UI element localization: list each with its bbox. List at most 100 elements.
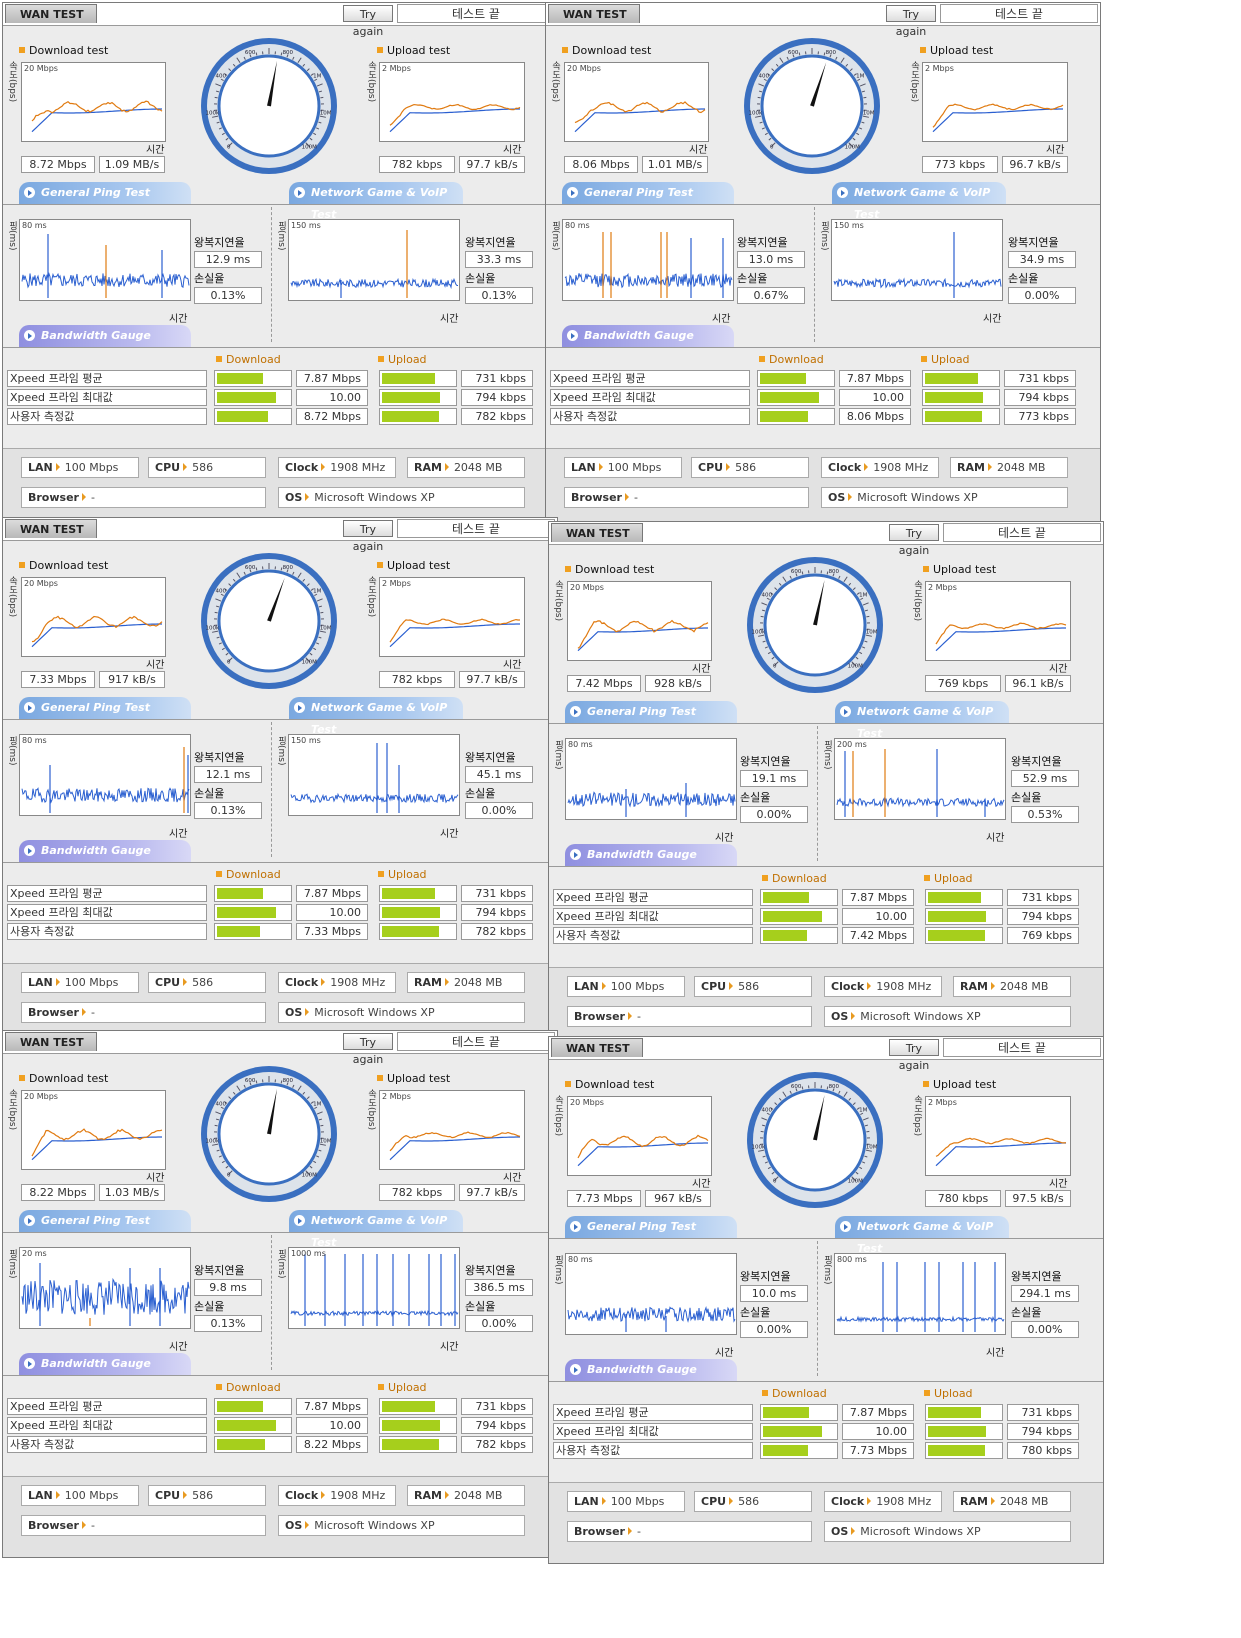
upload-graph-lines [935, 1137, 1067, 1167]
download-mbs-value: 928 kB/s [645, 675, 711, 692]
general-ping-test-tab[interactable]: General Ping Test [565, 1216, 737, 1238]
bw-download-header: Download [759, 353, 824, 366]
gauge-label: 0 [773, 1178, 777, 1184]
gauge-tick [761, 602, 768, 606]
bandwidth-gauge-tab[interactable]: Bandwidth Gauge [19, 840, 191, 862]
bw-bar-fill [217, 888, 263, 899]
cpu-value: 586 [192, 976, 214, 989]
speed-line-avg [577, 627, 708, 652]
gauge-tick [767, 1166, 771, 1170]
gauge-tick [243, 1084, 246, 1088]
gauge-tick [823, 52, 826, 56]
gauge-tick [232, 1091, 236, 1095]
speed-line-current [31, 615, 163, 643]
general-ping-test-tab[interactable]: General Ping Test [565, 701, 737, 723]
panel-titlebar: WAN TEST Try again 테스트 끝 [549, 1037, 1103, 1072]
ping2-rtt-value: 45.1 ms [465, 766, 533, 783]
gauge-tick [853, 73, 857, 76]
upload-kbps-value: 782 kbps [379, 671, 455, 688]
gauge-tick [228, 68, 232, 72]
try-again-button[interactable]: Try again [343, 5, 393, 38]
upload-graph-lines [389, 1131, 521, 1161]
ping-axis-label: 핑(ms) [553, 1255, 563, 1285]
bw-max-ul-value: 794 kbps [461, 904, 533, 921]
bw-max-dl-value: 10.00 Mbps [296, 389, 368, 419]
try-again-button[interactable]: Try again [886, 5, 936, 38]
wan-test-tab[interactable]: WAN TEST [548, 4, 640, 23]
gauge-tick [786, 56, 789, 60]
general-ping-graph: 80 ms [19, 219, 191, 301]
gauge-tick [855, 1171, 859, 1175]
upload-time-label: 시간 [1049, 1179, 1068, 1190]
general-ping-graph-lines [21, 1263, 190, 1326]
bandwidth-gauge-label: Bandwidth Gauge [41, 844, 151, 857]
general-ping-test-tab[interactable]: General Ping Test [19, 1210, 191, 1232]
game-voip-test-tab[interactable]: Network Game & VoIP Test [832, 182, 1006, 221]
general-ping-test-tab[interactable]: General Ping Test [19, 182, 191, 204]
game-voip-ping-graph-lines [290, 230, 458, 298]
arrow-icon [567, 330, 578, 341]
gauge-tick [770, 142, 776, 148]
gauge-tick [297, 57, 302, 64]
gauge-tick [801, 1086, 804, 1090]
gauge-tick [232, 578, 236, 582]
system-info-area: LAN 100 Mbps CPU 586 Clock 1908 MHz RAM 2048… [3, 1476, 557, 1557]
bw-bar-fill [217, 411, 268, 422]
gauge-tick [862, 115, 869, 118]
gauge-tick [316, 83, 323, 87]
gauge-needle [810, 62, 827, 107]
wan-test-tab[interactable]: WAN TEST [551, 1038, 643, 1057]
os-value: Microsoft Windows XP [314, 1519, 435, 1532]
try-again-button[interactable]: Try again [343, 1033, 393, 1066]
game-voip-test-tab[interactable]: Network Game & VoIP Test [835, 1216, 1009, 1255]
bw-bar-fill [763, 1407, 809, 1418]
ping1-loss-label: 손실율 [740, 1306, 771, 1319]
bw-bar-fill [763, 930, 807, 941]
download-graph: 20 Mbps [21, 62, 166, 142]
test-status: 테스트 끝 [943, 1038, 1101, 1057]
game-voip-test-tab[interactable]: Network Game & VoIP Test [835, 701, 1009, 740]
ram-label: RAM [414, 1489, 442, 1502]
upload-scale-label: 2 Mbps [928, 1098, 957, 1107]
try-again-button[interactable]: Try again [889, 524, 939, 557]
bw-download-header: Download [216, 353, 281, 366]
bw-avg-ul-value: 731 kbps [461, 1398, 533, 1415]
lan-info: LAN 100 Mbps [567, 976, 685, 997]
upload-time-label: 시간 [503, 660, 522, 671]
game-voip-test-tab[interactable]: Network Game & VoIP Test [289, 1210, 463, 1249]
gauge-tick [318, 1118, 323, 1121]
arrow-icon [294, 187, 305, 198]
wan-test-tab[interactable]: WAN TEST [551, 523, 643, 542]
download-mbps-value: 8.22 Mbps [21, 1184, 95, 1201]
bw-bar-fill [925, 373, 978, 384]
general-ping-test-tab[interactable]: General Ping Test [19, 697, 191, 719]
speed-gauge: 0 100k 400 600 800 1M 10M 100M [747, 1072, 883, 1208]
bandwidth-gauge-tab[interactable]: Bandwidth Gauge [565, 1359, 737, 1381]
os-label: OS [831, 1010, 849, 1023]
arrow-icon [627, 1527, 632, 1535]
bw-user-ul-value: 769 kbps [1007, 927, 1079, 944]
ram-value: 2048 MB [999, 980, 1049, 993]
game-voip-test-tab[interactable]: Network Game & VoIP Test [289, 697, 463, 736]
gauge-tick [774, 1102, 778, 1106]
bw-bar-fill [382, 1401, 435, 1412]
gauge-tick [761, 1117, 768, 1121]
wan-test-tab[interactable]: WAN TEST [5, 1032, 97, 1051]
bandwidth-gauge-tab[interactable]: Bandwidth Gauge [565, 844, 737, 866]
bandwidth-gauge-tab[interactable]: Bandwidth Gauge [19, 325, 191, 347]
arrow-icon [305, 1008, 310, 1016]
try-again-button[interactable]: Try again [343, 520, 393, 553]
bandwidth-gauge-tab[interactable]: Bandwidth Gauge [562, 325, 734, 347]
wan-test-tab[interactable]: WAN TEST [5, 519, 97, 538]
bw-user-ul-value: 782 kbps [461, 1436, 533, 1453]
game-voip-test-tab[interactable]: Network Game & VoIP Test [289, 182, 463, 221]
arrow-icon [848, 493, 853, 501]
general-ping-test-tab[interactable]: General Ping Test [562, 182, 734, 204]
upload-kbps-value: 782 kbps [379, 156, 455, 173]
gauge-tick [249, 569, 252, 573]
try-again-button[interactable]: Try again [889, 1039, 939, 1072]
gauge-needle [267, 1088, 277, 1135]
upload-test-title: Upload test [377, 1072, 450, 1085]
wan-test-tab[interactable]: WAN TEST [5, 4, 97, 23]
bandwidth-gauge-tab[interactable]: Bandwidth Gauge [19, 1353, 191, 1375]
